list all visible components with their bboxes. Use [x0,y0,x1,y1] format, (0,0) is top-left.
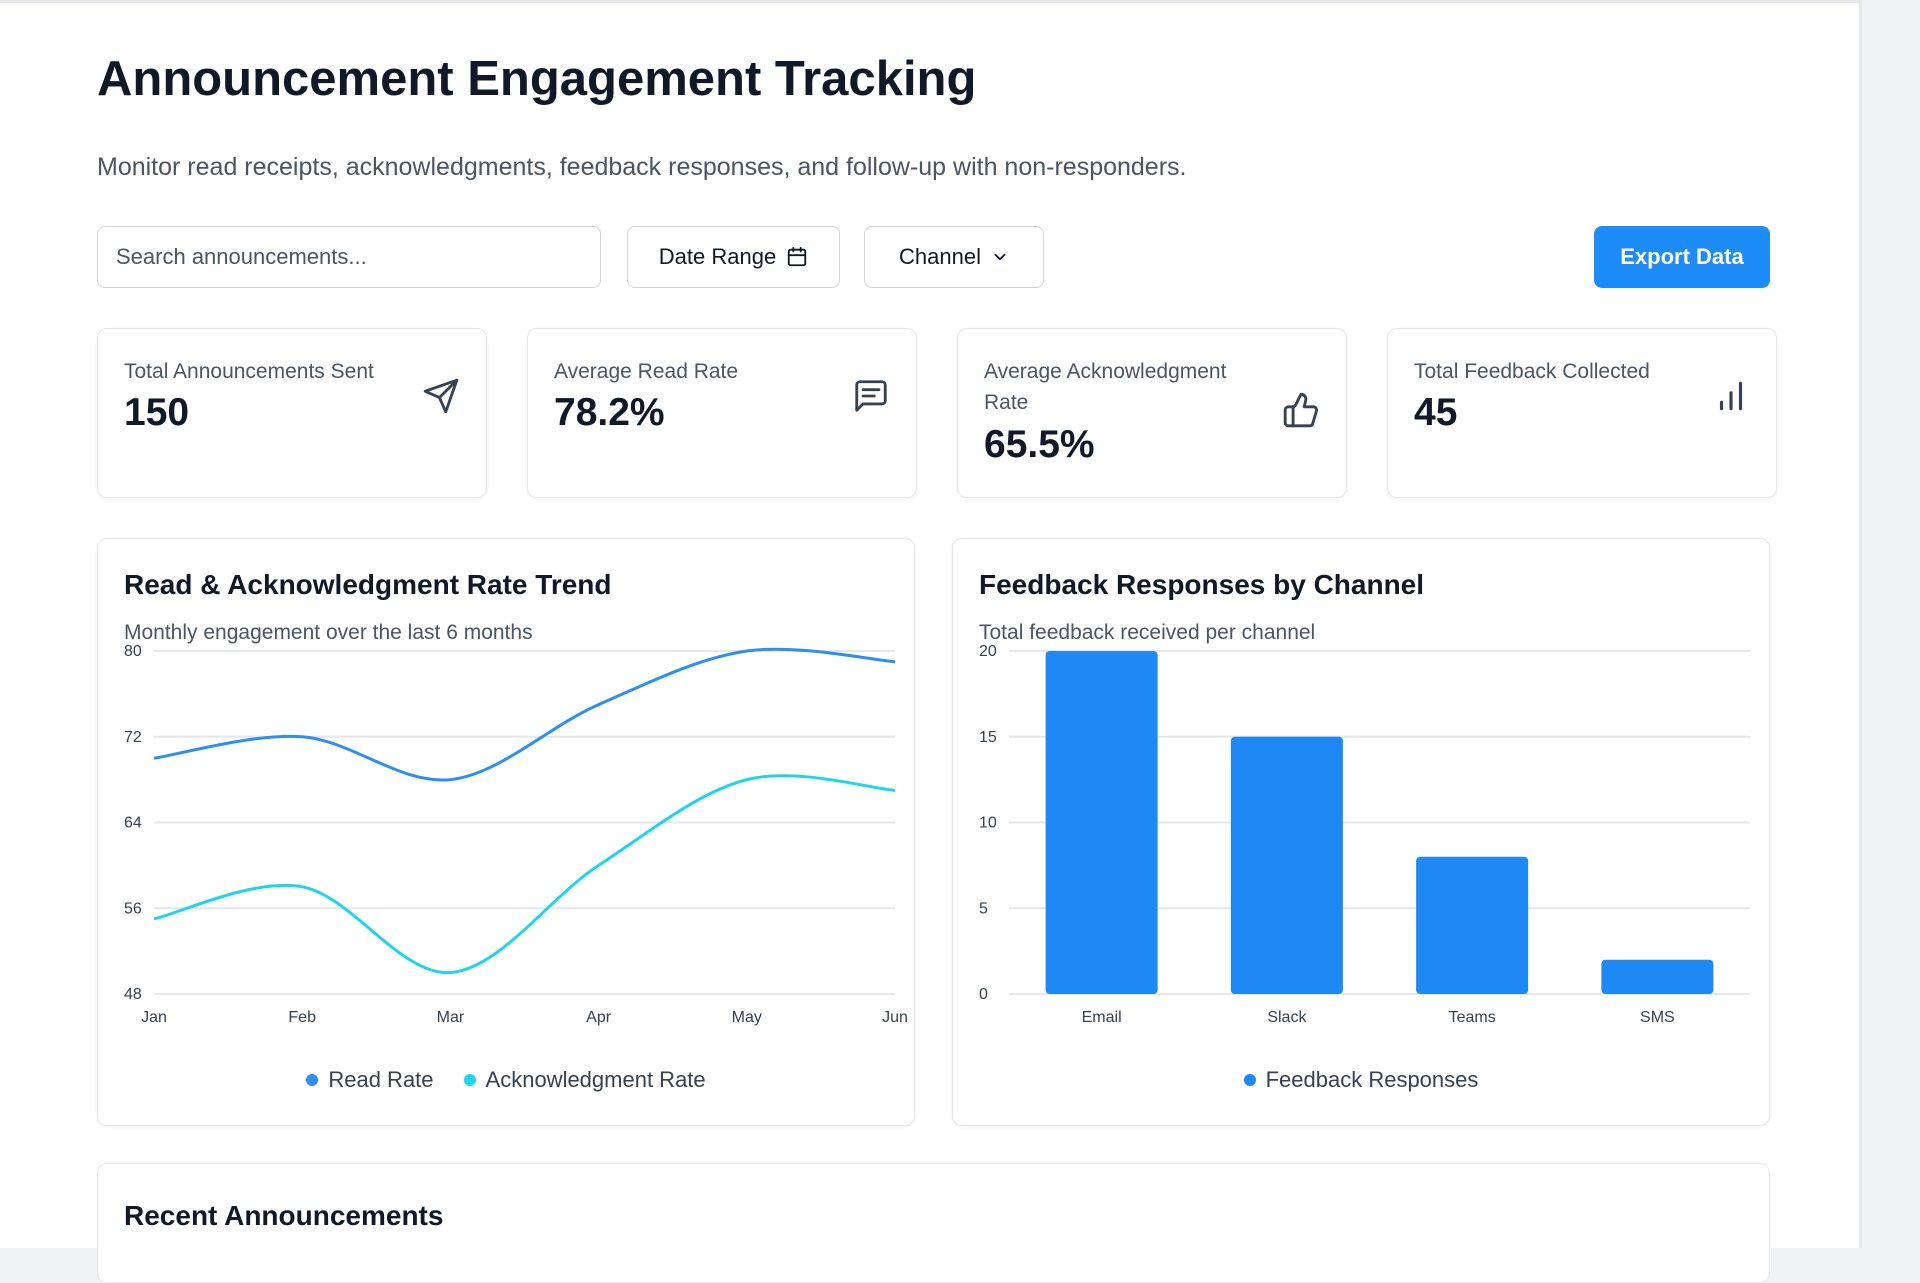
stat-card-total-announcements: Total Announcements Sent 150 [97,328,487,498]
x-tick-label: Apr [586,1009,612,1026]
legend-dot [1243,1074,1256,1086]
y-tick-label: 10 [979,815,997,832]
y-tick-label: 64 [124,815,142,832]
date-range-label: Date Range [658,244,777,269]
trend-chart-title: Read & Acknowledgment Rate Trend [124,569,612,600]
feedback-chart-title: Feedback Responses by Channel [979,569,1425,600]
x-tick-label: SMS [1640,1009,1675,1026]
y-tick-label: 72 [124,729,142,746]
stat-label: Total Feedback Collected [1414,360,1650,383]
legend-item-feedback-responses[interactable]: Feedback Responses [1243,1067,1479,1093]
x-tick-label: Jun [882,1009,908,1026]
x-tick-label: Slack [1267,1009,1307,1026]
stat-label: Total Announcements Sent [124,360,374,383]
stat-card-feedback-collected: Total Feedback Collected 45 [1387,328,1777,498]
export-data-button[interactable]: Export Data [1594,226,1770,288]
bar-chart: 0 5 10 15 20 Email Slack Teams SMS [979,643,1750,1026]
feedback-chart-panel: Feedback Responses by Channel Total feed… [952,538,1770,1126]
y-tick-label: 5 [979,900,988,917]
y-tick-label: 56 [124,900,142,917]
y-tick-label: 15 [979,729,997,746]
toolbar: Date Range Channel Export Data [97,226,1770,290]
trend-chart-panel: Read & Acknowledgment Rate Trend Monthly… [97,538,915,1126]
legend-dot [463,1074,476,1086]
feedback-chart-subtitle: Total feedback received per channel [979,621,1316,644]
x-tick-label: Feb [288,1009,316,1026]
x-tick-label: Email [1082,1009,1122,1026]
bar-teams [1416,856,1529,994]
stat-value: 78.2% [554,391,665,434]
x-tick-label: May [732,1009,762,1026]
date-range-button[interactable]: Date Range [627,226,840,288]
bar-slack [1230,736,1343,994]
trend-chart-subtitle: Monthly engagement over the last 6 month… [124,621,533,644]
recent-announcements-panel: Recent Announcements [97,1163,1770,1283]
x-tick-label: Teams [1449,1009,1496,1026]
channel-dropdown[interactable]: Channel [864,226,1044,288]
y-tick-label: 20 [979,643,997,660]
stat-value: 150 [124,391,190,434]
legend-label: Acknowledgment Rate [485,1067,706,1092]
y-tick-label: 48 [124,986,142,1003]
send-icon [423,378,459,414]
bar-email [1045,651,1158,994]
calendar-icon [788,246,807,267]
thumbs-up-icon [1283,392,1318,428]
stat-value: 65.5% [984,423,1095,466]
bar-sms [1601,959,1714,994]
legend-label: Read Rate [328,1067,434,1092]
stat-card-acknowledgment-rate: Average Acknowledgment Rate 65.5% [957,328,1347,498]
y-tick-label: 0 [979,986,988,1003]
stat-value: 45 [1414,391,1458,434]
y-tick-label: 80 [124,643,142,660]
bar-chart-icon [1719,381,1743,411]
trend-legend: Read Rate Acknowledgment Rate [98,1067,914,1093]
page: Announcement Engagement Tracking Monitor… [0,0,1862,1283]
chevron-down-icon [994,253,1006,261]
legend-item-acknowledgment-rate[interactable]: Acknowledgment Rate [463,1067,706,1093]
legend-dot [306,1074,319,1086]
legend-label: Feedback Responses [1265,1067,1479,1092]
message-icon [855,380,887,412]
line-chart: 48 56 64 72 80 Jan Feb Mar Apr May Jun [124,643,908,1026]
recent-announcements-title: Recent Announcements [124,1200,444,1231]
channel-label: Channel [899,244,981,269]
stat-card-read-rate: Average Read Rate 78.2% [527,328,917,498]
series-line-acknowledgment-rate [153,774,896,975]
series-line-read-rate [153,647,896,782]
stat-label: Average Read Rate [554,360,739,383]
x-tick-label: Jan [141,1009,167,1026]
legend-item-read-rate[interactable]: Read Rate [306,1067,434,1093]
stat-label: Average Acknowledgment Rate [984,360,1227,414]
x-tick-label: Mar [437,1009,465,1026]
page-subtitle: Monitor read receipts, acknowledgments, … [97,153,1187,181]
page-title: Announcement Engagement Tracking [97,52,977,106]
feedback-legend: Feedback Responses [953,1067,1769,1093]
search-input[interactable] [97,226,601,288]
